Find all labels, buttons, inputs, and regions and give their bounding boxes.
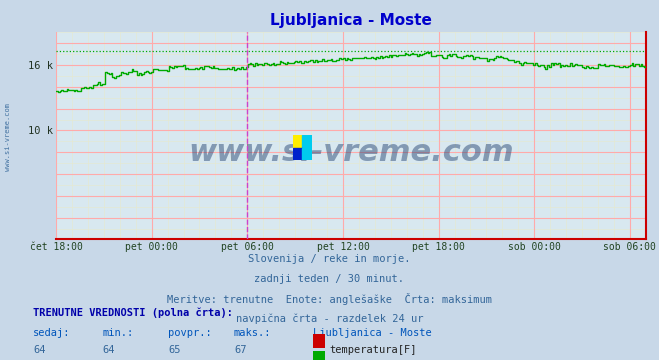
Text: Ljubljanica - Moste: Ljubljanica - Moste [313,328,432,338]
Text: temperatura[F]: temperatura[F] [330,345,417,355]
Text: sedaj:: sedaj: [33,328,71,338]
Text: povpr.:: povpr.: [168,328,212,338]
Bar [302,135,312,148]
Bar [293,148,302,160]
Text: maks.:: maks.: [234,328,272,338]
Title: Ljubljanica - Moste: Ljubljanica - Moste [270,13,432,28]
Text: navpična črta - razdelek 24 ur: navpična črta - razdelek 24 ur [236,313,423,324]
Text: 64: 64 [33,345,45,355]
Text: www.si-vreme.com: www.si-vreme.com [188,138,514,167]
Text: 64: 64 [102,345,115,355]
Bar [293,135,302,148]
Text: min.:: min.: [102,328,133,338]
Text: zadnji teden / 30 minut.: zadnji teden / 30 minut. [254,274,405,284]
Text: TRENUTNE VREDNOSTI (polna črta):: TRENUTNE VREDNOSTI (polna črta): [33,308,233,318]
Text: 65: 65 [168,345,181,355]
Text: Meritve: trenutne  Enote: anglešaške  Črta: maksimum: Meritve: trenutne Enote: anglešaške Črta… [167,293,492,305]
Text: www.si-vreme.com: www.si-vreme.com [5,103,11,171]
Bar [302,148,312,160]
Text: Slovenija / reke in morje.: Slovenija / reke in morje. [248,254,411,264]
Text: 67: 67 [234,345,246,355]
